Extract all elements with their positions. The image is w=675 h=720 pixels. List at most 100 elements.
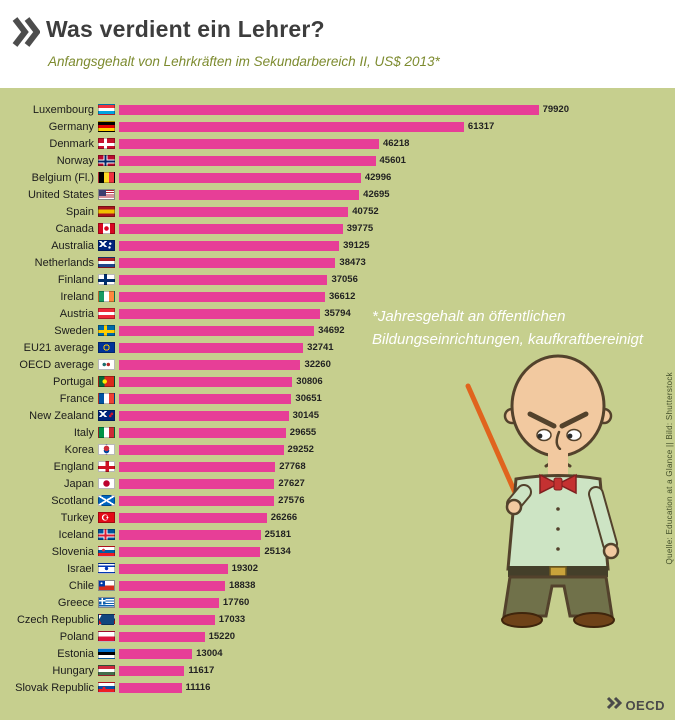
bar-value: 40752 [352,206,379,217]
bar-value: 17760 [222,597,250,608]
country-label: Ireland [60,290,94,303]
chart-row: United States 42695 [8,186,668,203]
country-label: Spain [65,205,94,218]
bar-track: 61317 [119,121,569,132]
flag-icon-est [98,648,115,659]
country-label: Korea [64,443,94,456]
country-label: EU21 average [23,341,94,354]
bar-value: 38473 [339,257,366,268]
bar-track: 25181 [119,529,569,540]
bar-track: 45601 [119,155,569,166]
bar-value: 39775 [346,223,374,234]
bar-track: 42695 [119,189,569,200]
flag-icon-eu [98,342,115,353]
bar-track: 40752 [119,206,569,217]
bar [119,359,301,370]
bar-value: 35794 [324,308,351,319]
flag-icon-deu [98,121,115,132]
bar-value: 27576 [278,495,305,506]
bar-track: 46218 [119,138,569,149]
bar-value: 34692 [318,325,345,336]
bar-value: 26266 [270,512,298,523]
bar-value: 42996 [364,172,392,183]
flag-icon-fra [98,393,115,404]
bar-track: 27768 [119,461,569,472]
bar-value: 19302 [231,563,258,574]
bar [119,597,219,608]
bar [119,121,464,132]
flag-icon-aus [98,240,115,251]
country-label: Austria [59,307,94,320]
bar [119,325,315,336]
chart-row: Hungary 11617 [8,662,668,679]
chart-row: Greece 17760 [8,594,668,611]
country-label: New Zealand [29,409,94,422]
bar-value: 17033 [218,614,246,625]
chart-row: Belgium (Fl.) 42996 [8,169,668,186]
bar [119,172,361,183]
bar [119,427,286,438]
bar [119,342,304,353]
bar-value: 13004 [196,648,223,659]
country-label: Estonia [57,647,94,660]
country-label: Denmark [49,137,94,150]
bar [119,257,336,268]
oecd-logo: OECD [606,696,665,715]
bar-value: 27627 [278,478,305,489]
bar [119,461,276,472]
country-label: Slovak Republic [15,681,94,694]
bar-track: 15220 [119,631,569,642]
bar-track: 37056 [119,274,569,285]
flag-icon-nor [98,155,115,166]
flag-icon-prt [98,376,115,387]
flag-icon-grc [98,597,115,608]
bar-track: 18838 [119,580,569,591]
bar [119,444,284,455]
bar-track: 27627 [119,478,569,489]
flag-icon-dnk [98,138,115,149]
chart-row: France 30651 [8,390,668,407]
bar-track: 29252 [119,444,569,455]
country-label: Luxembourg [32,103,94,116]
bar [119,631,205,642]
chart-row: Slovak Republic 11116 [8,679,668,696]
chart-row: Portugal 30806 [8,373,668,390]
bar-track: 39775 [119,223,569,234]
country-label: Turkey [60,511,94,524]
header: Was verdient ein Lehrer? Anfangsgehalt v… [0,0,675,88]
country-label: Belgium (Fl.) [31,171,94,184]
chart-row: Israel 19302 [8,560,668,577]
chart-row: Italy 29655 [8,424,668,441]
annotation-note: *Jahresgehalt an öffentlichen Bildungsei… [372,308,644,349]
chart-row: OECD average 32260 [8,356,668,373]
bar [119,648,193,659]
country-label: Portugal [53,375,94,388]
country-label: Hungary [52,664,94,677]
teacher-illustration [458,344,648,634]
chart-row: Luxembourg 79920 [8,101,668,118]
chart-row: Estonia 13004 [8,645,668,662]
bar-track: 11617 [119,665,569,676]
bar-value: 29655 [289,427,317,438]
country-label: Norway [56,154,94,167]
chart-row: Ireland 36612 [8,288,668,305]
bar-track: 32260 [119,359,569,370]
flag-icon-kor [98,444,115,455]
bar-value: 25181 [264,529,292,540]
flag-icon-lux [98,104,115,115]
bar-chart: Luxembourg 79920 Germany 61317 Denmark 4… [8,101,668,696]
country-label: OECD average [19,358,94,371]
flag-icon-svk [98,682,115,693]
bar-value: 61317 [467,121,495,132]
flag-icon-ita [98,427,115,438]
country-label: Australia [51,239,94,252]
bar-track: 38473 [119,257,569,268]
flag-icon-cze [98,614,115,625]
bar [119,274,328,285]
chart-row: Japan 27627 [8,475,668,492]
bar-track: 39125 [119,240,569,251]
bar [119,614,215,625]
bar-track: 19302 [119,563,569,574]
flag-icon-isr [98,563,115,574]
bar-track: 36612 [119,291,569,302]
